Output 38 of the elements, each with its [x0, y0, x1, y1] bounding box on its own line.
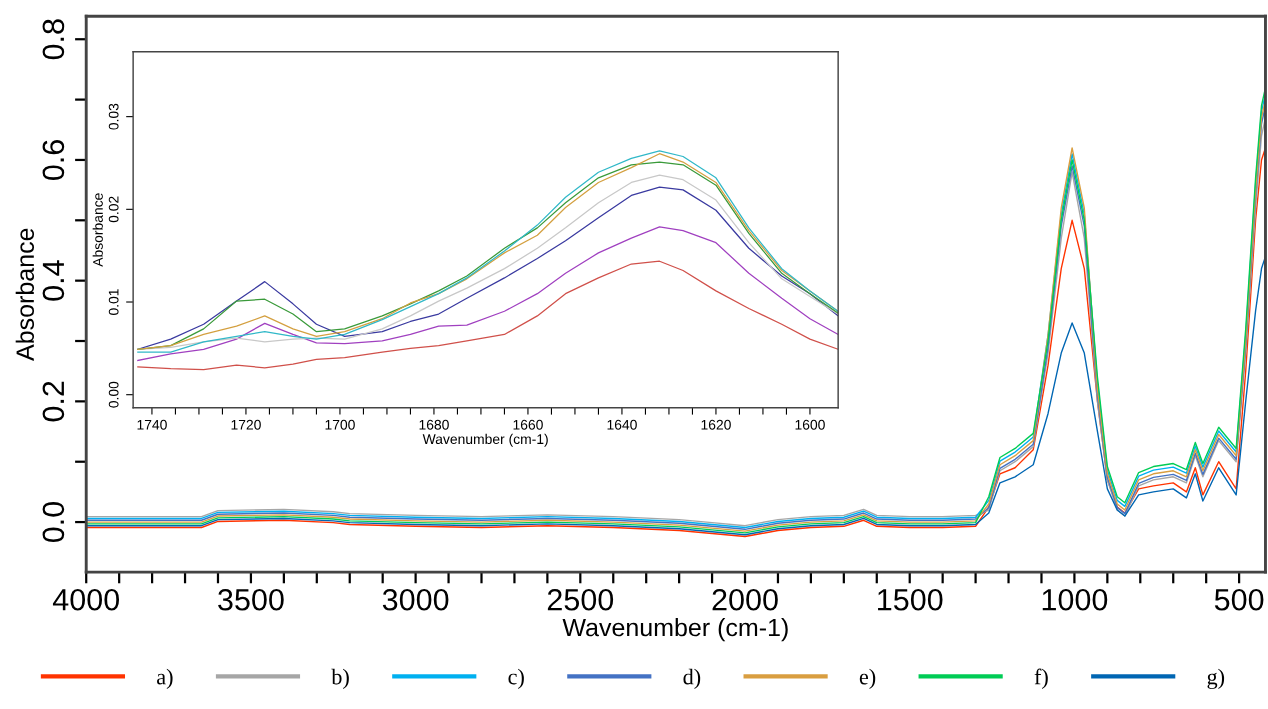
legend-label: d)	[683, 668, 701, 689]
x-tick-label: 1000	[1042, 588, 1108, 611]
y-tick-label: 0.02	[108, 196, 119, 223]
x-tick-label: 1680	[419, 419, 449, 430]
y-tick-label: 0.4	[42, 260, 65, 301]
y-tick-label: 0.8	[42, 19, 65, 60]
legend-label: e)	[859, 668, 876, 689]
x-tick-label: 1600	[795, 419, 825, 430]
y-axis-title: Absorbance	[92, 193, 103, 267]
legend-label: a)	[157, 668, 173, 689]
y-tick-label: 0.01	[108, 289, 119, 315]
x-tick-label: 1620	[701, 419, 731, 430]
y-axis-title: Absorbance	[15, 228, 35, 361]
x-tick-label: 500	[1214, 588, 1264, 611]
x-tick-label: 2000	[712, 588, 778, 611]
x-tick-label: 1640	[607, 419, 637, 430]
x-tick-label: 4000	[52, 588, 120, 611]
y-tick-label: 0.03	[108, 103, 119, 130]
legend-label: b)	[331, 668, 349, 689]
x-tick-label: 3500	[218, 588, 284, 611]
y-tick-label: 0.00	[108, 381, 119, 408]
x-tick-label: 1500	[878, 588, 943, 611]
x-tick-label: 1660	[513, 419, 543, 430]
x-tick-label: 2500	[547, 588, 614, 611]
x-tick-label: 1700	[325, 419, 355, 430]
x-axis-title: Wavenumber (cm-1)	[562, 618, 788, 642]
y-tick-label: 0.2	[42, 381, 65, 422]
legend-label: c)	[508, 668, 524, 689]
x-tick-label: 1740	[137, 419, 167, 430]
x-axis-title: Wavenumber (cm-1)	[422, 433, 548, 447]
y-tick-label: 0.0	[42, 502, 65, 543]
legend-label: g)	[1207, 668, 1225, 689]
line-series	[137, 260, 839, 371]
x-tick-label: 1720	[231, 419, 261, 430]
legend-label: f)	[1034, 668, 1048, 689]
line-series	[137, 226, 839, 362]
x-tick-label: 3000	[382, 588, 449, 611]
y-tick-label: 0.6	[42, 140, 65, 180]
